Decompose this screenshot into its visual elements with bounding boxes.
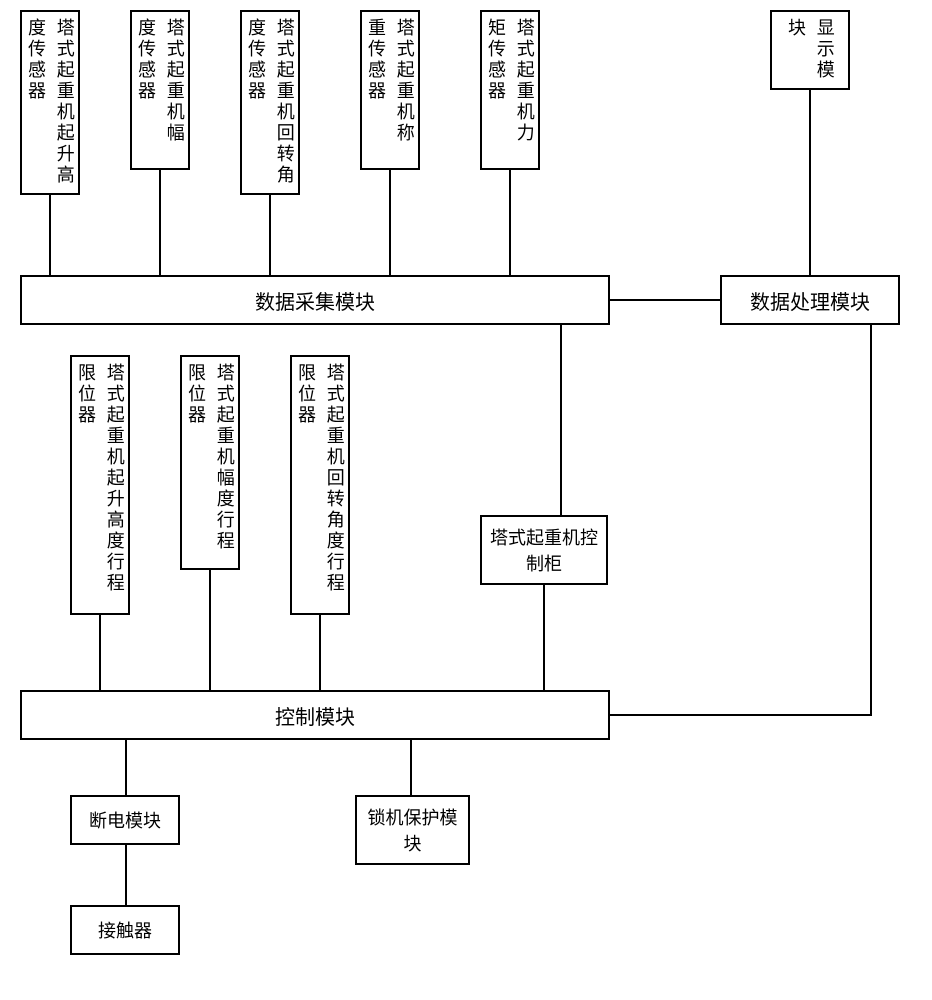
height-limiter-box: 塔式起重机起升高度行程限位器 xyxy=(70,355,130,615)
rotation-limiter-box: 塔式起重机回转角度行程限位器 xyxy=(290,355,350,615)
rotation-sensor-label: 塔式起重机回转角度传感器 xyxy=(241,18,299,187)
connector xyxy=(610,714,872,716)
connector xyxy=(509,170,511,275)
connector xyxy=(125,740,127,795)
connector xyxy=(319,615,321,690)
control-module-box: 控制模块 xyxy=(20,690,610,740)
control-cabinet-label: 塔式起重机控制柜 xyxy=(486,524,602,576)
connector xyxy=(49,195,51,275)
height-sensor-box: 塔式起重机起升高度传感器 xyxy=(20,10,80,195)
rotation-sensor-box: 塔式起重机回转角度传感器 xyxy=(240,10,300,195)
connector xyxy=(99,615,101,690)
amplitude-limiter-box: 塔式起重机幅度行程限位器 xyxy=(180,355,240,570)
connector xyxy=(870,325,872,714)
connector xyxy=(269,195,271,275)
connector xyxy=(159,170,161,275)
data-acquisition-label: 数据采集模块 xyxy=(255,286,375,315)
height-limiter-label: 塔式起重机起升高度行程限位器 xyxy=(71,363,129,607)
contactor-box: 接触器 xyxy=(70,905,180,955)
data-processing-label: 数据处理模块 xyxy=(750,286,870,315)
power-off-label: 断电模块 xyxy=(89,807,161,833)
lock-protection-box: 锁机保护模块 xyxy=(355,795,470,865)
connector xyxy=(389,170,391,275)
amplitude-sensor-label: 塔式起重机幅度传感器 xyxy=(131,18,189,162)
connector xyxy=(209,570,211,690)
amplitude-limiter-label: 塔式起重机幅度行程限位器 xyxy=(181,363,239,562)
power-off-box: 断电模块 xyxy=(70,795,180,845)
connector xyxy=(560,325,562,515)
connector xyxy=(410,740,412,795)
connector xyxy=(543,585,545,690)
data-acquisition-box: 数据采集模块 xyxy=(20,275,610,325)
rotation-limiter-label: 塔式起重机回转角度行程限位器 xyxy=(291,363,349,607)
control-cabinet-box: 塔式起重机控制柜 xyxy=(480,515,608,585)
connector xyxy=(809,90,811,275)
torque-sensor-label: 塔式起重机力矩传感器 xyxy=(481,18,539,162)
lock-protection-label: 锁机保护模块 xyxy=(361,804,464,856)
display-module-box: 显示模块 xyxy=(770,10,850,90)
data-processing-box: 数据处理模块 xyxy=(720,275,900,325)
height-sensor-label: 塔式起重机起升高度传感器 xyxy=(21,18,79,187)
torque-sensor-box: 塔式起重机力矩传感器 xyxy=(480,10,540,170)
connector xyxy=(125,845,127,905)
weight-sensor-label: 塔式起重机称重传感器 xyxy=(361,18,419,162)
weight-sensor-box: 塔式起重机称重传感器 xyxy=(360,10,420,170)
display-module-label: 显示模块 xyxy=(781,18,839,82)
contactor-label: 接触器 xyxy=(98,917,152,943)
connector xyxy=(610,299,720,301)
amplitude-sensor-box: 塔式起重机幅度传感器 xyxy=(130,10,190,170)
control-module-label: 控制模块 xyxy=(275,701,355,730)
